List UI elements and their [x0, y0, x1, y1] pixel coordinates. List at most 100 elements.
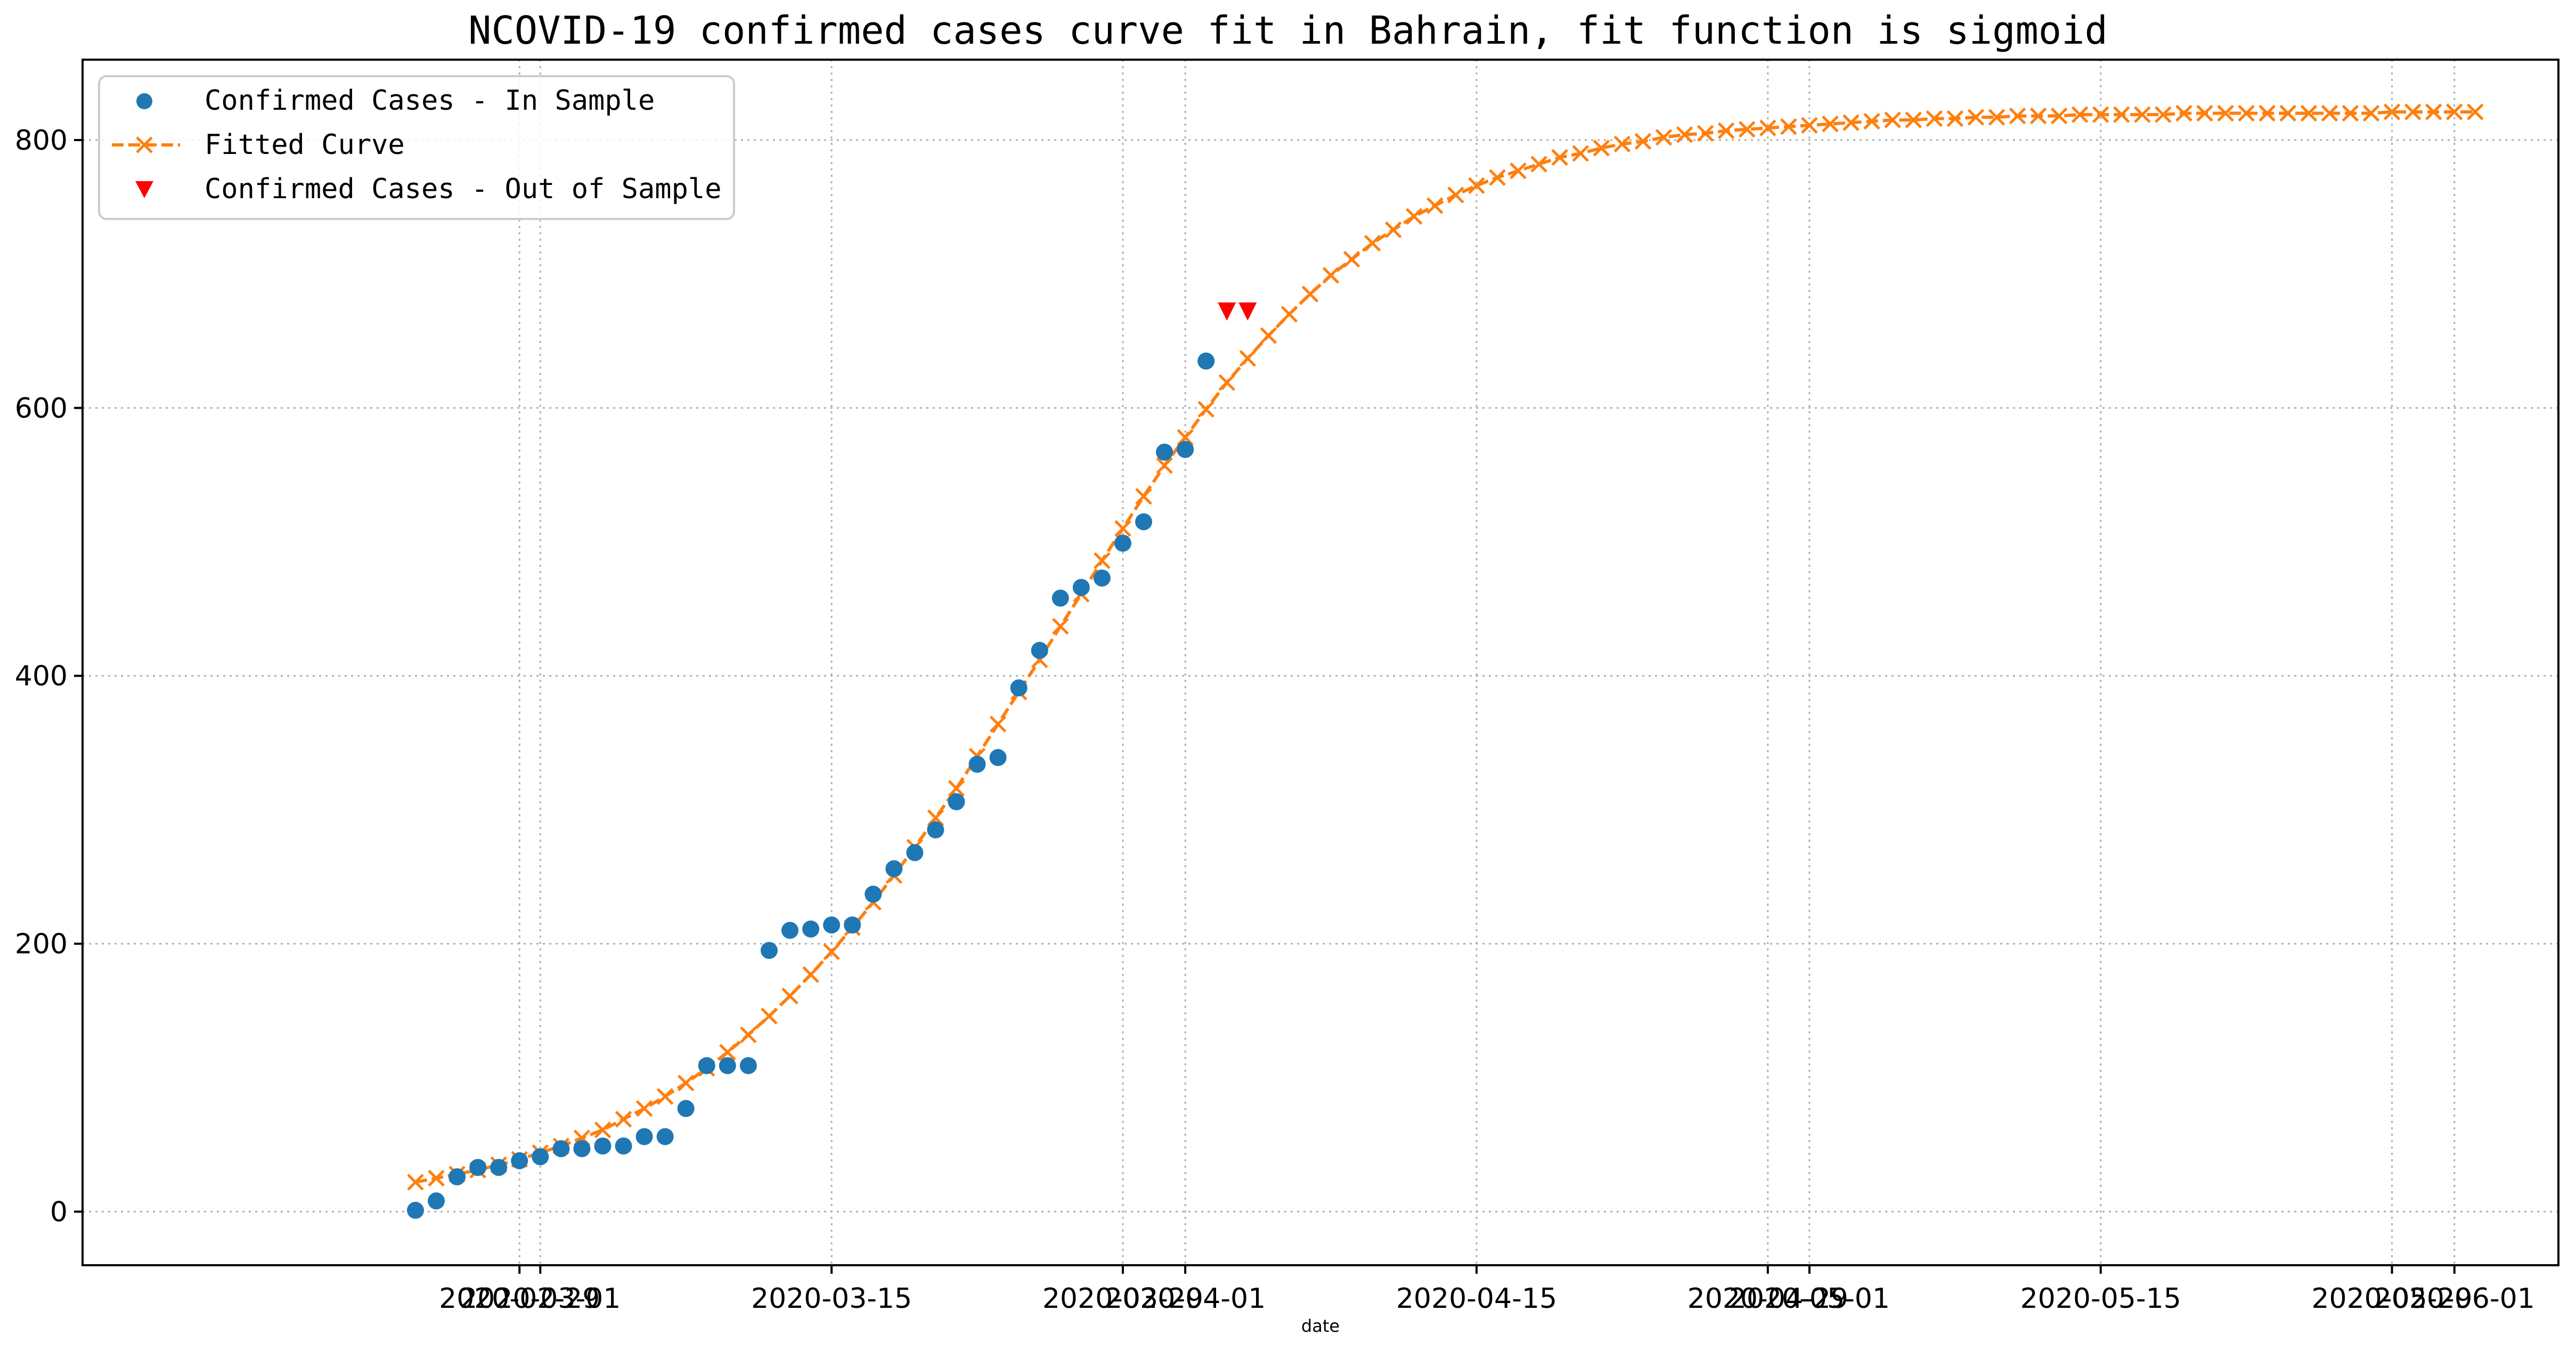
in-sample-point	[1031, 641, 1048, 659]
in-sample-point	[1010, 679, 1028, 697]
fitted-curve-point	[2466, 103, 2484, 120]
fitted-curve-point	[1094, 552, 1111, 569]
fitted-curve-point	[1322, 267, 1340, 284]
fitted-curve-point	[1177, 429, 1194, 446]
x-tick-label: 2020-02-29	[439, 1283, 600, 1315]
in-sample-point	[1197, 352, 1215, 370]
fitted-curve-point	[2029, 107, 2047, 125]
legend-marker-in-sample	[136, 93, 152, 109]
in-sample-point	[948, 793, 965, 811]
in-sample-point	[719, 1057, 736, 1075]
in-sample-point	[511, 1152, 528, 1169]
x-tick-label: 2020-03-01	[460, 1283, 621, 1315]
fitted-curve-point	[1697, 125, 1714, 142]
fitted-curve-point	[1738, 120, 1756, 138]
in-sample-point	[1156, 443, 1173, 461]
fitted-curve-point	[1863, 112, 1880, 130]
fitted-curve-point	[1530, 156, 1547, 173]
fitted-curve-point	[1260, 327, 1277, 344]
fitted-curve-point	[719, 1044, 736, 1061]
fitted-curve-point	[2071, 106, 2089, 123]
fitted-curve-point	[1801, 117, 1818, 134]
fitted-curve-point	[1884, 111, 1901, 128]
fitted-curve-point	[428, 1169, 445, 1187]
in-sample-point	[802, 920, 820, 938]
in-sample-point	[844, 916, 861, 934]
fitted-curve-point	[761, 1007, 778, 1025]
fitted-curve-point	[2383, 103, 2401, 120]
fitted-curve-point	[2445, 103, 2463, 120]
in-sample-point	[428, 1192, 445, 1210]
legend-frame	[98, 75, 735, 220]
in-sample-point	[615, 1137, 632, 1155]
fitted-curve-point	[2196, 104, 2213, 122]
fitted-curve-point	[1135, 487, 1152, 505]
fitted-curve-point	[1426, 197, 1444, 214]
fitted-curve-point	[2259, 104, 2276, 122]
fitted-curve-point	[2092, 106, 2109, 123]
in-sample-point	[656, 1128, 674, 1145]
fitted-curve-point	[2342, 104, 2359, 122]
in-sample-point	[1051, 589, 1069, 607]
legend-label-fitted-curve: Fitted Curve	[205, 129, 405, 161]
legend-label-in-sample: Confirmed Cases - In Sample	[205, 85, 655, 117]
in-sample-point	[449, 1168, 466, 1186]
fitted-curve-point	[1114, 520, 1131, 537]
fitted-curve-point	[1967, 109, 1985, 126]
x-tick-label: 2020-05-15	[2020, 1283, 2181, 1315]
fitted-curve-point	[1717, 122, 1735, 140]
in-sample-point	[906, 844, 924, 861]
fitted-curve-point	[2404, 103, 2422, 120]
fitted-curve-point	[1780, 118, 1797, 135]
fitted-curve-point	[1239, 349, 1257, 367]
fitted-curve-point	[2321, 104, 2338, 122]
x-tick-label: 2020-04-01	[1105, 1283, 1266, 1315]
fitted-curve-point	[1905, 111, 1922, 128]
fitted-curve-point	[1926, 110, 1943, 127]
fitted-curve-point	[1301, 286, 1319, 303]
in-sample-point	[1114, 534, 1131, 552]
in-sample-point	[573, 1140, 591, 1158]
out-of-sample-point	[1218, 302, 1236, 321]
y-tick-label: 200	[15, 929, 68, 961]
fitted-curve-point	[656, 1088, 674, 1105]
fitted-curve-point	[407, 1174, 424, 1191]
in-sample-point	[968, 755, 986, 773]
y-tick-label: 600	[15, 393, 68, 425]
x-tick-label: 2020-03-29	[1042, 1283, 1203, 1315]
fitted-curve-point	[1281, 305, 1298, 323]
x-axis-label: date	[1301, 1316, 1340, 1336]
x-tick-label: 2020-05-01	[1729, 1283, 1890, 1315]
fitted-curve-point	[1676, 126, 1693, 143]
in-sample-point	[635, 1128, 653, 1145]
y-tick-label: 800	[15, 125, 68, 157]
fitted-curve-point	[635, 1100, 653, 1117]
x-tick-label: 2020-06-01	[2374, 1283, 2535, 1315]
fitted-curve-point	[2134, 106, 2151, 123]
y-tick-label: 400	[15, 661, 68, 693]
x-tick-label: 2020-04-15	[1396, 1283, 1557, 1315]
fitted-curve-point	[1613, 135, 1631, 153]
fitted-curve-point	[1510, 162, 1527, 180]
plot-series	[406, 103, 2484, 1219]
fitted-curve-point	[677, 1075, 695, 1092]
fitted-curve-point	[1343, 250, 1360, 268]
in-sample-point	[1093, 569, 1111, 587]
in-sample-point	[927, 821, 944, 839]
legend-marker-out-of-sample	[135, 181, 153, 198]
fitted-curve-point	[989, 715, 1007, 733]
in-sample-point	[885, 860, 903, 877]
fitted-curve-point	[1051, 617, 1069, 635]
fitted-curve-point	[1364, 234, 1381, 252]
fitted-curve-point	[1405, 208, 1423, 225]
fitted-curve-point	[615, 1111, 632, 1128]
fitted-curve-point	[2300, 104, 2318, 122]
in-sample-point	[739, 1057, 757, 1075]
fitted-curve-point	[1447, 186, 1464, 204]
fitted-curve-point	[1218, 374, 1236, 391]
x-tick-label: 2020-05-29	[2311, 1283, 2472, 1315]
fitted-curve-point	[1197, 401, 1214, 418]
fitted-curve-point	[1593, 140, 1610, 157]
fitted-curve-point	[1759, 119, 1776, 137]
